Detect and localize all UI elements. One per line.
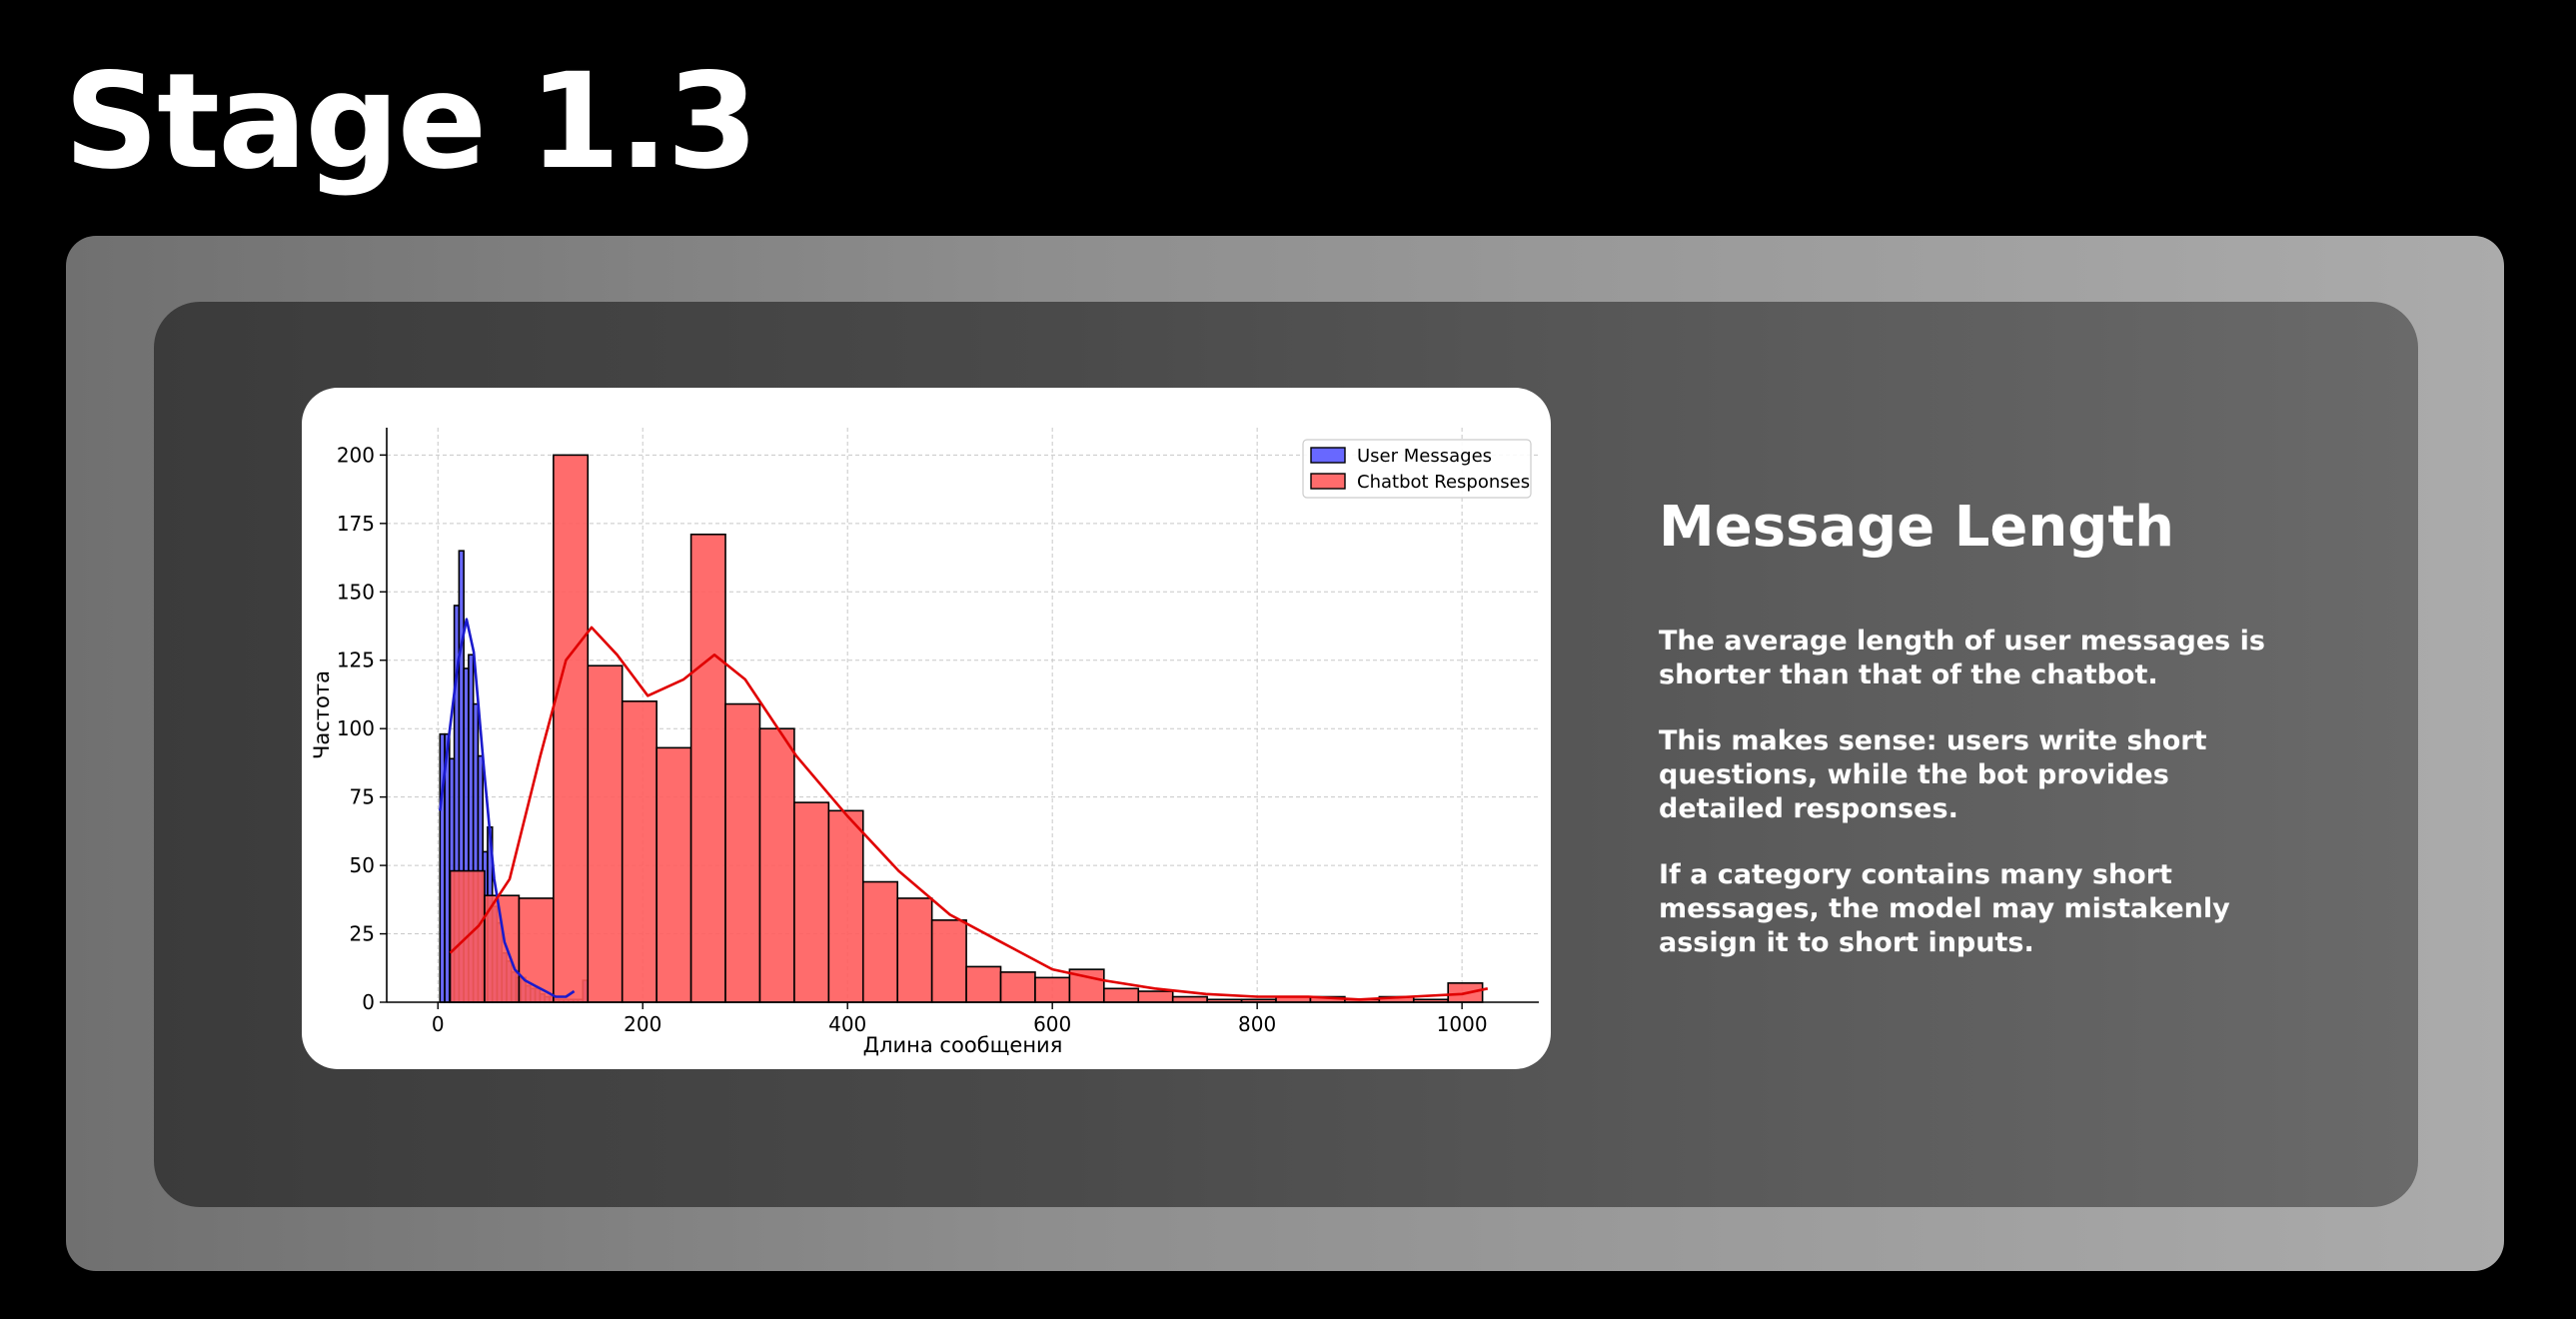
paragraph-implication: If a category contains many short messag… [1659, 859, 2230, 959]
chart-legend: User Messages Chatbot Responses [1302, 439, 1532, 499]
y-axis-label: Частота [310, 670, 334, 759]
y-tick-label: 25 [350, 922, 375, 946]
y-tick-label: 100 [337, 716, 375, 740]
user-messages-kde-line [439, 618, 576, 998]
chatbot-responses-bar [758, 727, 795, 1003]
legend-swatch-user [1310, 447, 1346, 464]
legend-box [1302, 439, 1532, 499]
x-tick-label: 800 [1238, 1012, 1276, 1036]
chatbot-responses-bar [1034, 976, 1071, 1003]
x-tick-label: 200 [624, 1012, 661, 1036]
chatbot-responses-bar [930, 919, 967, 1003]
chatbot-responses-bar [484, 894, 521, 1003]
chart-card: 0 200 400 600 800 1000 0 25 50 75 100 125 150 175 200 … [302, 388, 1551, 1069]
chatbot-responses-kde-line [449, 626, 1489, 1001]
histogram-chart: 0 200 400 600 800 10000255075100125150175200 … [310, 428, 1539, 1057]
chatbot-responses-bar [861, 880, 899, 1003]
chatbot-responses-bar [793, 801, 830, 1003]
x-tick-label: 0 [432, 1012, 445, 1036]
chatbot-responses-bar [1137, 990, 1174, 1003]
chatbot-responses-bar [655, 746, 692, 1003]
chatbot-responses-bar [896, 897, 933, 1003]
chatbot-responses-bar [689, 533, 726, 1003]
paragraph-explanation: This makes sense: users write short ques… [1659, 725, 2207, 825]
y-tick-label: 125 [337, 649, 375, 672]
y-tick-label: 0 [362, 990, 375, 1014]
chatbot-responses-bar [1103, 987, 1140, 1003]
x-tick-label: 600 [1033, 1012, 1071, 1036]
chatbot-responses-bar [724, 702, 761, 1003]
y-tick-label: 50 [350, 853, 375, 877]
x-tick-label: 1000 [1437, 1012, 1488, 1036]
description-block: Message Length The average length of use… [1659, 494, 2278, 992]
legend-swatch-chatbot [1310, 473, 1346, 490]
chatbot-responses-bar [553, 454, 590, 1003]
chatbot-responses-bar [827, 809, 864, 1003]
chatbot-responses-bar [587, 664, 624, 1003]
section-heading: Message Length [1659, 495, 2174, 560]
paragraph-average-length: The average length of user messages is s… [1659, 626, 2265, 691]
chatbot-responses-bar [965, 965, 1002, 1003]
x-tick-label: 400 [828, 1012, 866, 1036]
y-tick-label: 150 [337, 580, 375, 604]
y-tick-label: 200 [337, 443, 375, 467]
y-tick-label: 75 [350, 785, 375, 809]
chatbot-responses-bar [621, 700, 657, 1003]
chatbot-responses-bar [999, 971, 1036, 1003]
chatbot-responses-bar [1171, 995, 1208, 1003]
legend-label-user: User Messages [1357, 446, 1492, 467]
y-tick-label: 175 [337, 512, 375, 536]
x-axis-label: Длина сообщения [863, 1033, 1063, 1057]
legend-label-chatbot: Chatbot Responses [1357, 472, 1530, 493]
slide-title: Stage 1.3 [64, 45, 758, 199]
